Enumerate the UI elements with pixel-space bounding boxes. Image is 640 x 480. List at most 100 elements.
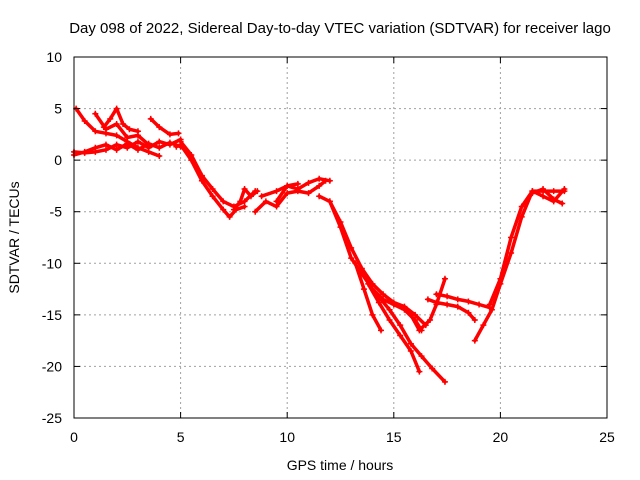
series-arc-17 — [373, 291, 448, 385]
data-point — [508, 234, 515, 241]
data-point — [252, 208, 259, 215]
data-point — [316, 193, 323, 200]
series-line — [328, 199, 428, 327]
data-point — [241, 203, 248, 210]
data-point — [166, 131, 173, 138]
data-point — [360, 286, 367, 293]
data-point — [444, 301, 451, 308]
data-point — [369, 311, 376, 318]
data-point — [134, 144, 141, 151]
data-point — [407, 347, 414, 354]
data-point — [92, 110, 99, 117]
data-point — [156, 124, 163, 131]
y-tick-label: -20 — [42, 358, 62, 374]
data-point — [241, 186, 248, 193]
series-arc-5 — [100, 105, 141, 135]
data-point — [416, 368, 423, 375]
data-point — [209, 193, 216, 200]
data-point — [156, 153, 163, 160]
series-arc-23 — [529, 186, 566, 207]
plot-frame — [73, 56, 608, 419]
data-point — [254, 188, 261, 195]
series-arc-15 — [352, 260, 385, 334]
data-point — [316, 182, 323, 189]
data-point — [273, 203, 280, 210]
data-point — [559, 200, 566, 207]
data-point — [401, 303, 408, 310]
data-point — [375, 299, 382, 306]
data-point — [465, 309, 472, 316]
data-point — [429, 365, 436, 372]
data-point — [188, 151, 195, 158]
data-point — [107, 115, 114, 122]
data-point — [407, 311, 414, 318]
data-point — [433, 291, 440, 298]
series-line — [253, 179, 328, 214]
data-point — [529, 190, 536, 197]
data-point — [284, 182, 291, 189]
data-point — [326, 198, 333, 205]
y-tick-label: 0 — [54, 152, 62, 168]
data-point — [294, 186, 301, 193]
data-point — [113, 132, 120, 139]
y-tick-label: -15 — [42, 307, 62, 323]
data-point — [262, 198, 269, 205]
series-line — [473, 189, 567, 343]
data-point — [124, 134, 131, 141]
data-point — [416, 327, 423, 334]
data-point — [550, 188, 557, 195]
data-point — [237, 198, 244, 205]
data-point — [145, 148, 152, 155]
grid-lines — [74, 57, 607, 418]
data-point — [427, 317, 434, 324]
data-point — [175, 130, 182, 137]
data-point — [397, 322, 404, 329]
series-line — [366, 282, 422, 374]
data-point — [220, 198, 227, 205]
data-point — [226, 213, 233, 220]
data-point — [92, 144, 99, 151]
data-point — [471, 337, 478, 344]
data-point — [373, 291, 380, 298]
series-arc-16 — [365, 280, 423, 375]
data-point — [476, 301, 483, 308]
y-tick-label: 5 — [54, 101, 62, 117]
data-point — [386, 306, 393, 313]
data-point — [113, 141, 120, 148]
data-point — [258, 193, 265, 200]
data-point — [380, 291, 387, 298]
y-tick-label: -25 — [42, 410, 62, 426]
data-point — [454, 296, 461, 303]
x-axis-label: GPS time / hours — [287, 457, 394, 473]
data-point — [134, 138, 141, 145]
data-point — [424, 296, 431, 303]
x-tick-label: 25 — [599, 429, 615, 445]
x-tick-label: 0 — [70, 429, 78, 445]
data-point — [173, 143, 180, 150]
y-tick-label: -5 — [50, 204, 63, 220]
data-point — [407, 340, 414, 347]
data-point — [134, 128, 141, 135]
data-point — [273, 188, 280, 195]
data-point — [156, 144, 163, 151]
data-point — [198, 172, 205, 179]
data-point — [209, 186, 216, 193]
data-point — [444, 293, 451, 300]
data-point — [120, 121, 127, 128]
series-arc-6 — [147, 115, 182, 138]
data-point — [102, 146, 109, 153]
data-point — [518, 203, 525, 210]
data-point — [284, 190, 291, 197]
data-point — [316, 175, 323, 182]
data-point — [397, 332, 404, 339]
data-point — [156, 138, 163, 145]
data-point — [230, 206, 237, 213]
data-point — [294, 180, 301, 187]
data-point — [488, 306, 495, 313]
data-point — [471, 317, 478, 324]
y-axis-label: SDTVAR / TECUs — [6, 181, 22, 293]
data-point — [348, 255, 355, 262]
series-line — [487, 187, 567, 307]
data-point — [465, 298, 472, 305]
data-point — [81, 117, 88, 124]
